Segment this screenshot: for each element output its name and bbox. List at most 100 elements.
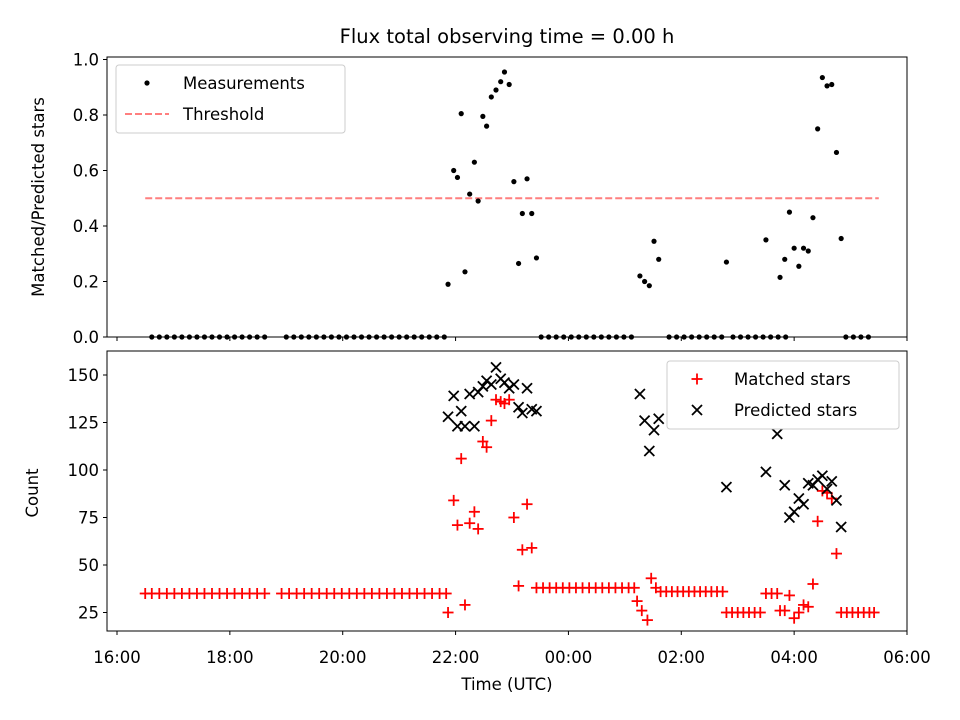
predicted-star-point (485, 378, 497, 391)
measurement-point (791, 245, 797, 251)
matched-star-point (793, 607, 805, 618)
predicted-star-point (788, 506, 800, 518)
legend-measurement-label: Measurements (183, 74, 305, 93)
measurement-point (533, 255, 540, 261)
matched-star-point (783, 589, 795, 601)
predicted-star-point (816, 470, 828, 482)
matched-star-point (771, 588, 783, 599)
y-tick-label: 0.6 (73, 162, 99, 181)
measurement-point (833, 149, 840, 156)
measurement-point (723, 259, 730, 265)
measurement-point (471, 159, 477, 165)
legend-predicted-marker (691, 404, 703, 416)
measurement-point (498, 79, 504, 85)
matched-star-point (631, 595, 643, 607)
measurement-point (511, 179, 517, 185)
matched-star-point (459, 599, 471, 611)
matched-star-point (481, 441, 493, 453)
measurement-point (445, 281, 451, 287)
legend-threshold-label: Threshold (182, 105, 264, 124)
measurement-point (458, 111, 464, 117)
y-tick-label: 0.8 (73, 106, 99, 125)
measurement-point (519, 210, 525, 217)
predicted-star-point (797, 498, 810, 510)
matched-star-point (503, 394, 515, 406)
measurement-point (796, 263, 802, 269)
measurement-point (493, 87, 499, 93)
measurement-point (786, 209, 793, 215)
measurement-point (462, 269, 468, 275)
predicted-star-point (477, 380, 489, 393)
measurement-point (800, 245, 807, 251)
matched-star-point (526, 542, 538, 554)
top-panel: 0.0 0.2 0.4 0.6 0.8 1.0 Measurements Threshold (73, 51, 908, 347)
y-tick-label: 50 (78, 556, 99, 575)
matched-star-point (636, 605, 648, 617)
matched-star-point (717, 586, 729, 598)
matched-star-point (451, 519, 463, 531)
y-tick-label: 0.4 (73, 217, 99, 236)
matched-star-point (754, 607, 766, 618)
measurement-point (506, 81, 512, 88)
measurement-point (819, 74, 825, 81)
matched-star-point (477, 436, 489, 447)
measurement-point (651, 238, 657, 244)
predicted-star-point (653, 413, 665, 425)
matched-star-point (508, 512, 520, 523)
measurement-point (763, 237, 769, 243)
matched-star-point (868, 607, 880, 618)
measurement-point (529, 210, 535, 217)
matched-star-point (448, 494, 460, 506)
measurement-point (782, 256, 788, 262)
predicted-star-point (648, 424, 660, 436)
measurement-point (501, 69, 508, 75)
predicted-star-point (720, 481, 733, 493)
measurement-point (642, 278, 648, 285)
matched-star-point (802, 601, 814, 613)
bottom-plot-frame (106, 350, 908, 632)
predicted-star-point (638, 414, 651, 427)
y-tick-label: 25 (78, 604, 99, 623)
matched-star-point (641, 614, 653, 626)
matched-star-point (798, 599, 810, 611)
matched-star-point (516, 544, 528, 556)
y-tick-label: 75 (78, 509, 99, 528)
matched-star-point (830, 548, 842, 560)
predicted-star-point (448, 390, 460, 402)
predicted-star-point (760, 466, 772, 478)
legend-box (115, 64, 346, 134)
measurement-point (815, 126, 821, 132)
matched-star-point (779, 605, 791, 617)
predicted-star-point (442, 411, 454, 423)
predicted-star-point (464, 388, 476, 400)
matched-star-point (513, 580, 525, 592)
predicted-star-point (830, 494, 843, 507)
measurement-point (777, 274, 783, 280)
y-tick-label: 100 (68, 461, 100, 480)
matched-star-point (788, 612, 800, 624)
predicted-star-point (468, 420, 481, 432)
chart-title: Flux total observing time = 0.00 h (340, 25, 675, 48)
bottom-y-axis-label: Count (23, 468, 42, 518)
predicted-star-point (512, 401, 525, 413)
legend-box (666, 360, 900, 430)
bottom-panel: 25 50 75 100 125 150 16:00 18:00 20:00 22:00 00:00… (68, 350, 931, 667)
measurement-point (829, 81, 835, 88)
measurement-point (524, 176, 530, 182)
legend-matched-label: Matched stars (734, 370, 851, 389)
predicted-star-point (521, 382, 533, 394)
predicted-star-point (455, 405, 467, 417)
y-tick-label: 0.2 (73, 273, 99, 292)
y-tick-label: 0.0 (73, 328, 99, 347)
y-tick-label: 150 (68, 366, 100, 385)
matched-star-point (468, 506, 480, 518)
top-plot-frame (106, 56, 908, 338)
top-legend: Measurements Threshold (115, 64, 346, 134)
matched-star-point (645, 572, 657, 584)
measurement-point (488, 94, 494, 100)
top-y-axis-label: Matched/Predicted stars (29, 97, 48, 297)
predicted-star-point (821, 483, 833, 495)
predicted-star-point (826, 475, 838, 488)
measurement-point (810, 215, 816, 221)
